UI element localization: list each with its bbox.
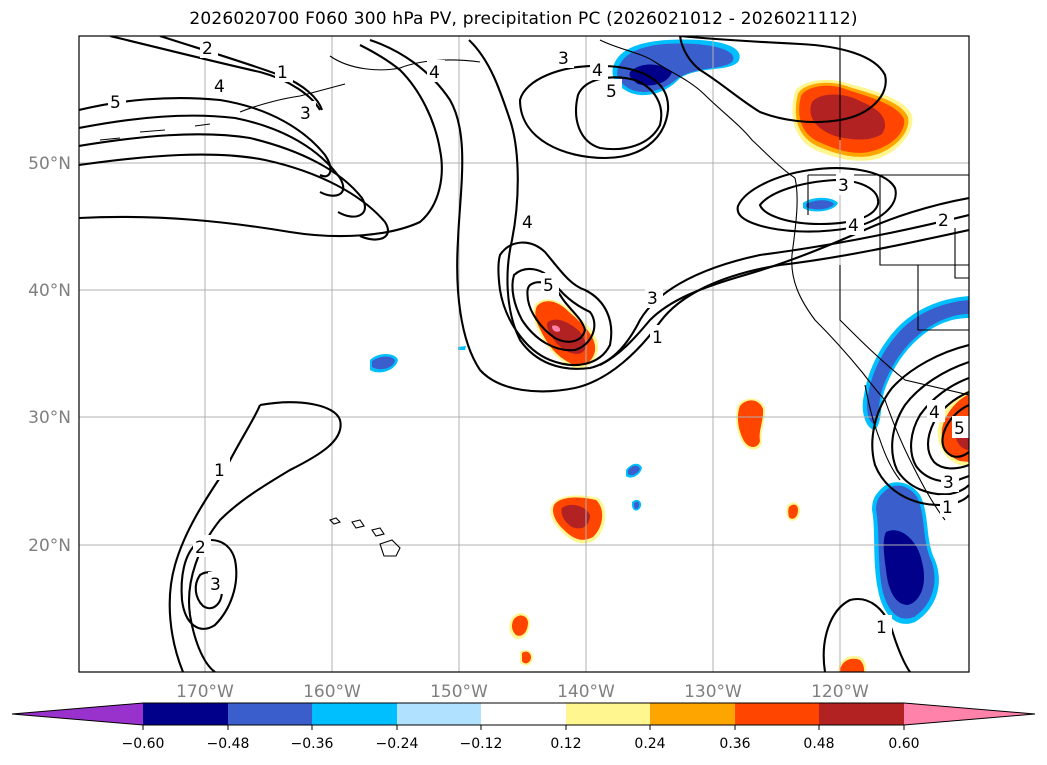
pv-label-4: 4 [214, 77, 225, 97]
pv-label-1: 1 [214, 461, 225, 481]
colorbar-tick-label: −0.24 [376, 736, 419, 752]
pv-label-2: 2 [938, 211, 949, 231]
colorbar-segment-9 [819, 703, 904, 725]
pv-label-4: 4 [848, 216, 859, 236]
colorbar-segment-5 [481, 703, 566, 725]
lon-label-140w: 140°W [557, 682, 615, 702]
colorbar-segment-1 [143, 703, 228, 725]
lon-label-160w: 160°W [303, 682, 361, 702]
map-frame [78, 35, 970, 673]
pv-label-1: 1 [277, 63, 288, 83]
pv-label-2: 2 [195, 538, 206, 558]
pv-label-1: 1 [652, 328, 663, 348]
pv-label-3: 3 [647, 289, 658, 309]
pv-label-4: 4 [929, 403, 940, 423]
pv-label-2: 2 [202, 39, 213, 59]
map-area: 5 2 4 1 3 4 3 4 5 4 5 3 1 3 [79, 36, 969, 672]
lat-label-20n: 20°N [28, 536, 71, 556]
lat-label-40n: 40°N [28, 281, 71, 301]
colorbar-tick-label: 0.60 [888, 736, 919, 752]
pv-label-3: 3 [210, 575, 221, 595]
pv-label-5: 5 [606, 82, 617, 102]
lat-label-30n: 30°N [28, 408, 71, 428]
pv-contours [79, 36, 969, 672]
lon-label-150w: 150°W [430, 682, 488, 702]
pv-label-3: 3 [300, 104, 311, 124]
colorbar-tick-label: 0.48 [803, 736, 834, 752]
colorbar-segment-4 [397, 703, 481, 725]
pv-label-3: 3 [558, 49, 569, 69]
colorbar-segment-3 [312, 703, 397, 725]
colorbar-ticks [142, 725, 905, 730]
pv-contour-label-group: 5 2 4 1 3 4 3 4 5 4 5 3 1 3 [108, 36, 969, 638]
pv-label-4: 4 [522, 213, 533, 233]
colorbar-tick-label: 0.36 [719, 736, 750, 752]
colorbar-tick-label: 0.24 [634, 736, 665, 752]
pv-label-5: 5 [110, 93, 121, 113]
precip-positive-shading [509, 79, 969, 672]
lon-label-120w: 120°W [811, 682, 869, 702]
colorbar-segment-7 [650, 703, 735, 725]
colorbar-tick-labels: −0.60 −0.48 −0.36 −0.24 −0.12 0.12 0.24 … [122, 736, 920, 752]
colorbar-tick-label: −0.36 [291, 736, 334, 752]
colorbar-segment-8 [735, 703, 819, 725]
pv-label-3: 3 [943, 473, 954, 493]
longitude-labels: 170°W 160°W 150°W 140°W 130°W 120°W [176, 682, 869, 702]
figure-title: 2026020700 F060 300 hPa PV, precipitatio… [189, 9, 858, 29]
colorbar-segment-10 [904, 703, 1035, 725]
lon-label-130w: 130°W [684, 682, 742, 702]
pv-label-1: 1 [876, 618, 887, 638]
colorbar-tick-label: −0.48 [207, 736, 250, 752]
pv-label-1: 1 [942, 498, 953, 518]
pv-label-4: 4 [429, 63, 440, 83]
pv-label-5: 5 [543, 276, 554, 296]
colorbar-tick-label: 0.12 [550, 736, 581, 752]
pv-label-3: 3 [838, 176, 849, 196]
colorbar-segment-2 [228, 703, 312, 725]
colorbar-tick-label: −0.12 [460, 736, 503, 752]
colorbar: −0.60 −0.48 −0.36 −0.24 −0.12 0.12 0.24 … [11, 702, 1036, 752]
colorbar-segment-0 [12, 703, 143, 725]
colorbar-segment-6 [566, 703, 650, 725]
pv-label-4: 4 [592, 61, 603, 81]
colorbar-tick-label: −0.60 [122, 736, 165, 752]
pv-label-5: 5 [954, 419, 965, 439]
latitude-labels: 50°N 40°N 30°N 20°N [28, 154, 71, 556]
lat-label-50n: 50°N [28, 154, 71, 174]
lon-label-170w: 170°W [176, 682, 234, 702]
